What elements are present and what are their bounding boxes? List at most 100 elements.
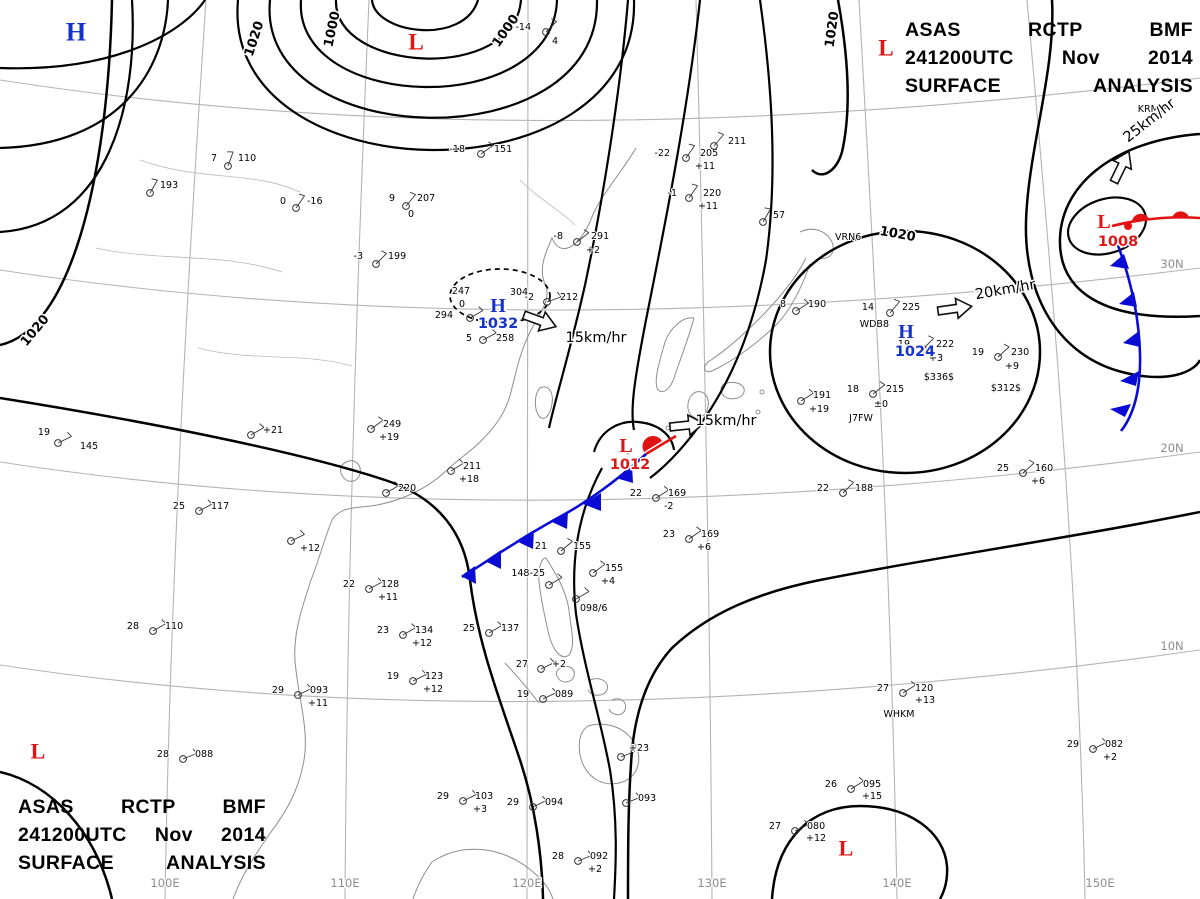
wind-barb-tick-icon (409, 191, 416, 195)
station-plot: 27 080+12 (768, 819, 827, 845)
station-circle-icon (994, 353, 1002, 361)
station-value: 22 (630, 488, 642, 499)
station-circle-icon (365, 585, 373, 593)
station-circle-icon (685, 535, 693, 543)
wind-barb-tick-icon (696, 526, 702, 531)
station-value: 28 (127, 621, 139, 632)
coastline-layer (95, 147, 834, 899)
station-circle-icon (1019, 469, 1027, 477)
station-circle-icon (294, 691, 302, 699)
station-plot: 23 169 +6 (662, 526, 720, 554)
station-value: 155 (605, 563, 623, 574)
wind-barb-tick-icon (381, 250, 387, 254)
station-value: 57 (773, 210, 785, 221)
station-value: -22 (654, 148, 670, 159)
wind-barb-tick-icon (808, 388, 815, 394)
station-circle-icon (537, 665, 545, 673)
station-value: +12 (806, 833, 826, 844)
station-plot: 19 145 (37, 426, 99, 453)
cold-front-triangle-icon (616, 466, 633, 483)
station-plot: 22 188 (816, 479, 874, 497)
wind-barb-icon (625, 796, 641, 804)
station-value: -1 (668, 188, 677, 199)
station-value: 169 (668, 488, 686, 499)
chart-title-top-right: ASAS RCTP BMF 241200UTC Nov 2014 SURFACE… (905, 16, 1193, 100)
wind-barb-icon (842, 482, 854, 494)
station-plot: KRMO (1137, 103, 1168, 116)
wind-barb-tick-icon (1028, 459, 1035, 464)
station-circle-icon (485, 629, 493, 637)
wind-barb-icon (412, 674, 427, 682)
station-plot: 19 123 +12 (386, 669, 444, 696)
latitude-label: 20N (1160, 441, 1183, 455)
station-value: 103 (475, 791, 493, 802)
station-plot: 25 137 (462, 621, 520, 637)
wind-barb-tick-icon (803, 819, 809, 825)
station-plot: 19 089 (516, 687, 574, 703)
station-plot: 27 +2 (515, 657, 567, 673)
wind-barb-icon (795, 302, 809, 312)
station-value: 215 (886, 384, 904, 395)
cold-front-triangle-icon (550, 511, 568, 529)
station-value: 29 (507, 797, 519, 808)
station-value: +3 (473, 804, 487, 815)
station-circle-icon (869, 390, 877, 398)
title-line-2: 241200UTC Nov 2014 (18, 824, 266, 846)
station-plot: 098/6 (572, 587, 608, 615)
station-circle-icon (710, 142, 718, 150)
wind-barb-icon (655, 489, 669, 499)
station-plot: +21 (247, 423, 284, 439)
wind-barb-icon (368, 581, 383, 590)
station-value: 23 (377, 625, 389, 636)
station-plot: -18 151 (448, 141, 513, 158)
station-value: 294 (435, 310, 453, 321)
station-circle-icon (572, 595, 580, 603)
station-value: 25 (463, 623, 475, 634)
station-value: 291 (591, 231, 609, 242)
isobar-label: 1020 (242, 19, 267, 58)
station-value: J7FW (848, 413, 873, 424)
wind-barb-icon (542, 692, 557, 700)
wind-barb-tick-icon (549, 657, 555, 663)
wind-barb-icon (997, 346, 1010, 358)
station-plot: 19 230 +9 (971, 343, 1030, 373)
wind-barb-icon (762, 208, 771, 223)
station-plot: -16 0 (279, 193, 324, 212)
wind-barb-tick-icon (471, 789, 477, 795)
station-value: 137 (501, 623, 519, 634)
wind-barb-icon (295, 195, 305, 209)
station-value: 230 (1011, 347, 1029, 358)
station-plot: VRN6 (834, 231, 862, 244)
wind-barb-icon (405, 194, 416, 207)
station-value: 247 (452, 286, 470, 297)
station-value: +2 (586, 245, 600, 256)
wind-barb-tick-icon (207, 499, 213, 505)
station-plot: 28 110 (126, 619, 184, 635)
high-center-letter: H (66, 18, 86, 47)
station-value: 145 (80, 441, 98, 452)
station-plot: 18 215 ±0 (846, 381, 905, 411)
station-value: 29 (272, 685, 284, 696)
station-value: 134 (415, 625, 433, 636)
station-plot: WHKM (883, 708, 916, 721)
wind-barb-icon (889, 301, 900, 314)
station-value: -18 (449, 144, 465, 155)
station-value: 088 (195, 749, 213, 760)
station-value: ±0 (874, 399, 888, 410)
station-plot: 29 082 +2 (1066, 737, 1124, 764)
cold-front-triangle-icon (1120, 371, 1139, 386)
station-value: WHKM (884, 709, 915, 720)
pressure-value: 1008 (1098, 234, 1138, 250)
station-plot: 57 (759, 207, 786, 226)
station-circle-icon (539, 695, 547, 703)
station-circle-icon (247, 431, 255, 439)
station-value: 123 (425, 671, 443, 682)
station-value: 26 (825, 779, 837, 790)
station-value: +13 (915, 695, 935, 706)
station-circle-icon (1089, 745, 1097, 753)
station-circle-icon (466, 314, 474, 322)
station-plot: -8 291 +2 (553, 229, 610, 257)
wind-barb-icon (546, 296, 562, 303)
wind-barb-tick-icon (1101, 737, 1107, 743)
station-value: $336$ (924, 372, 954, 383)
